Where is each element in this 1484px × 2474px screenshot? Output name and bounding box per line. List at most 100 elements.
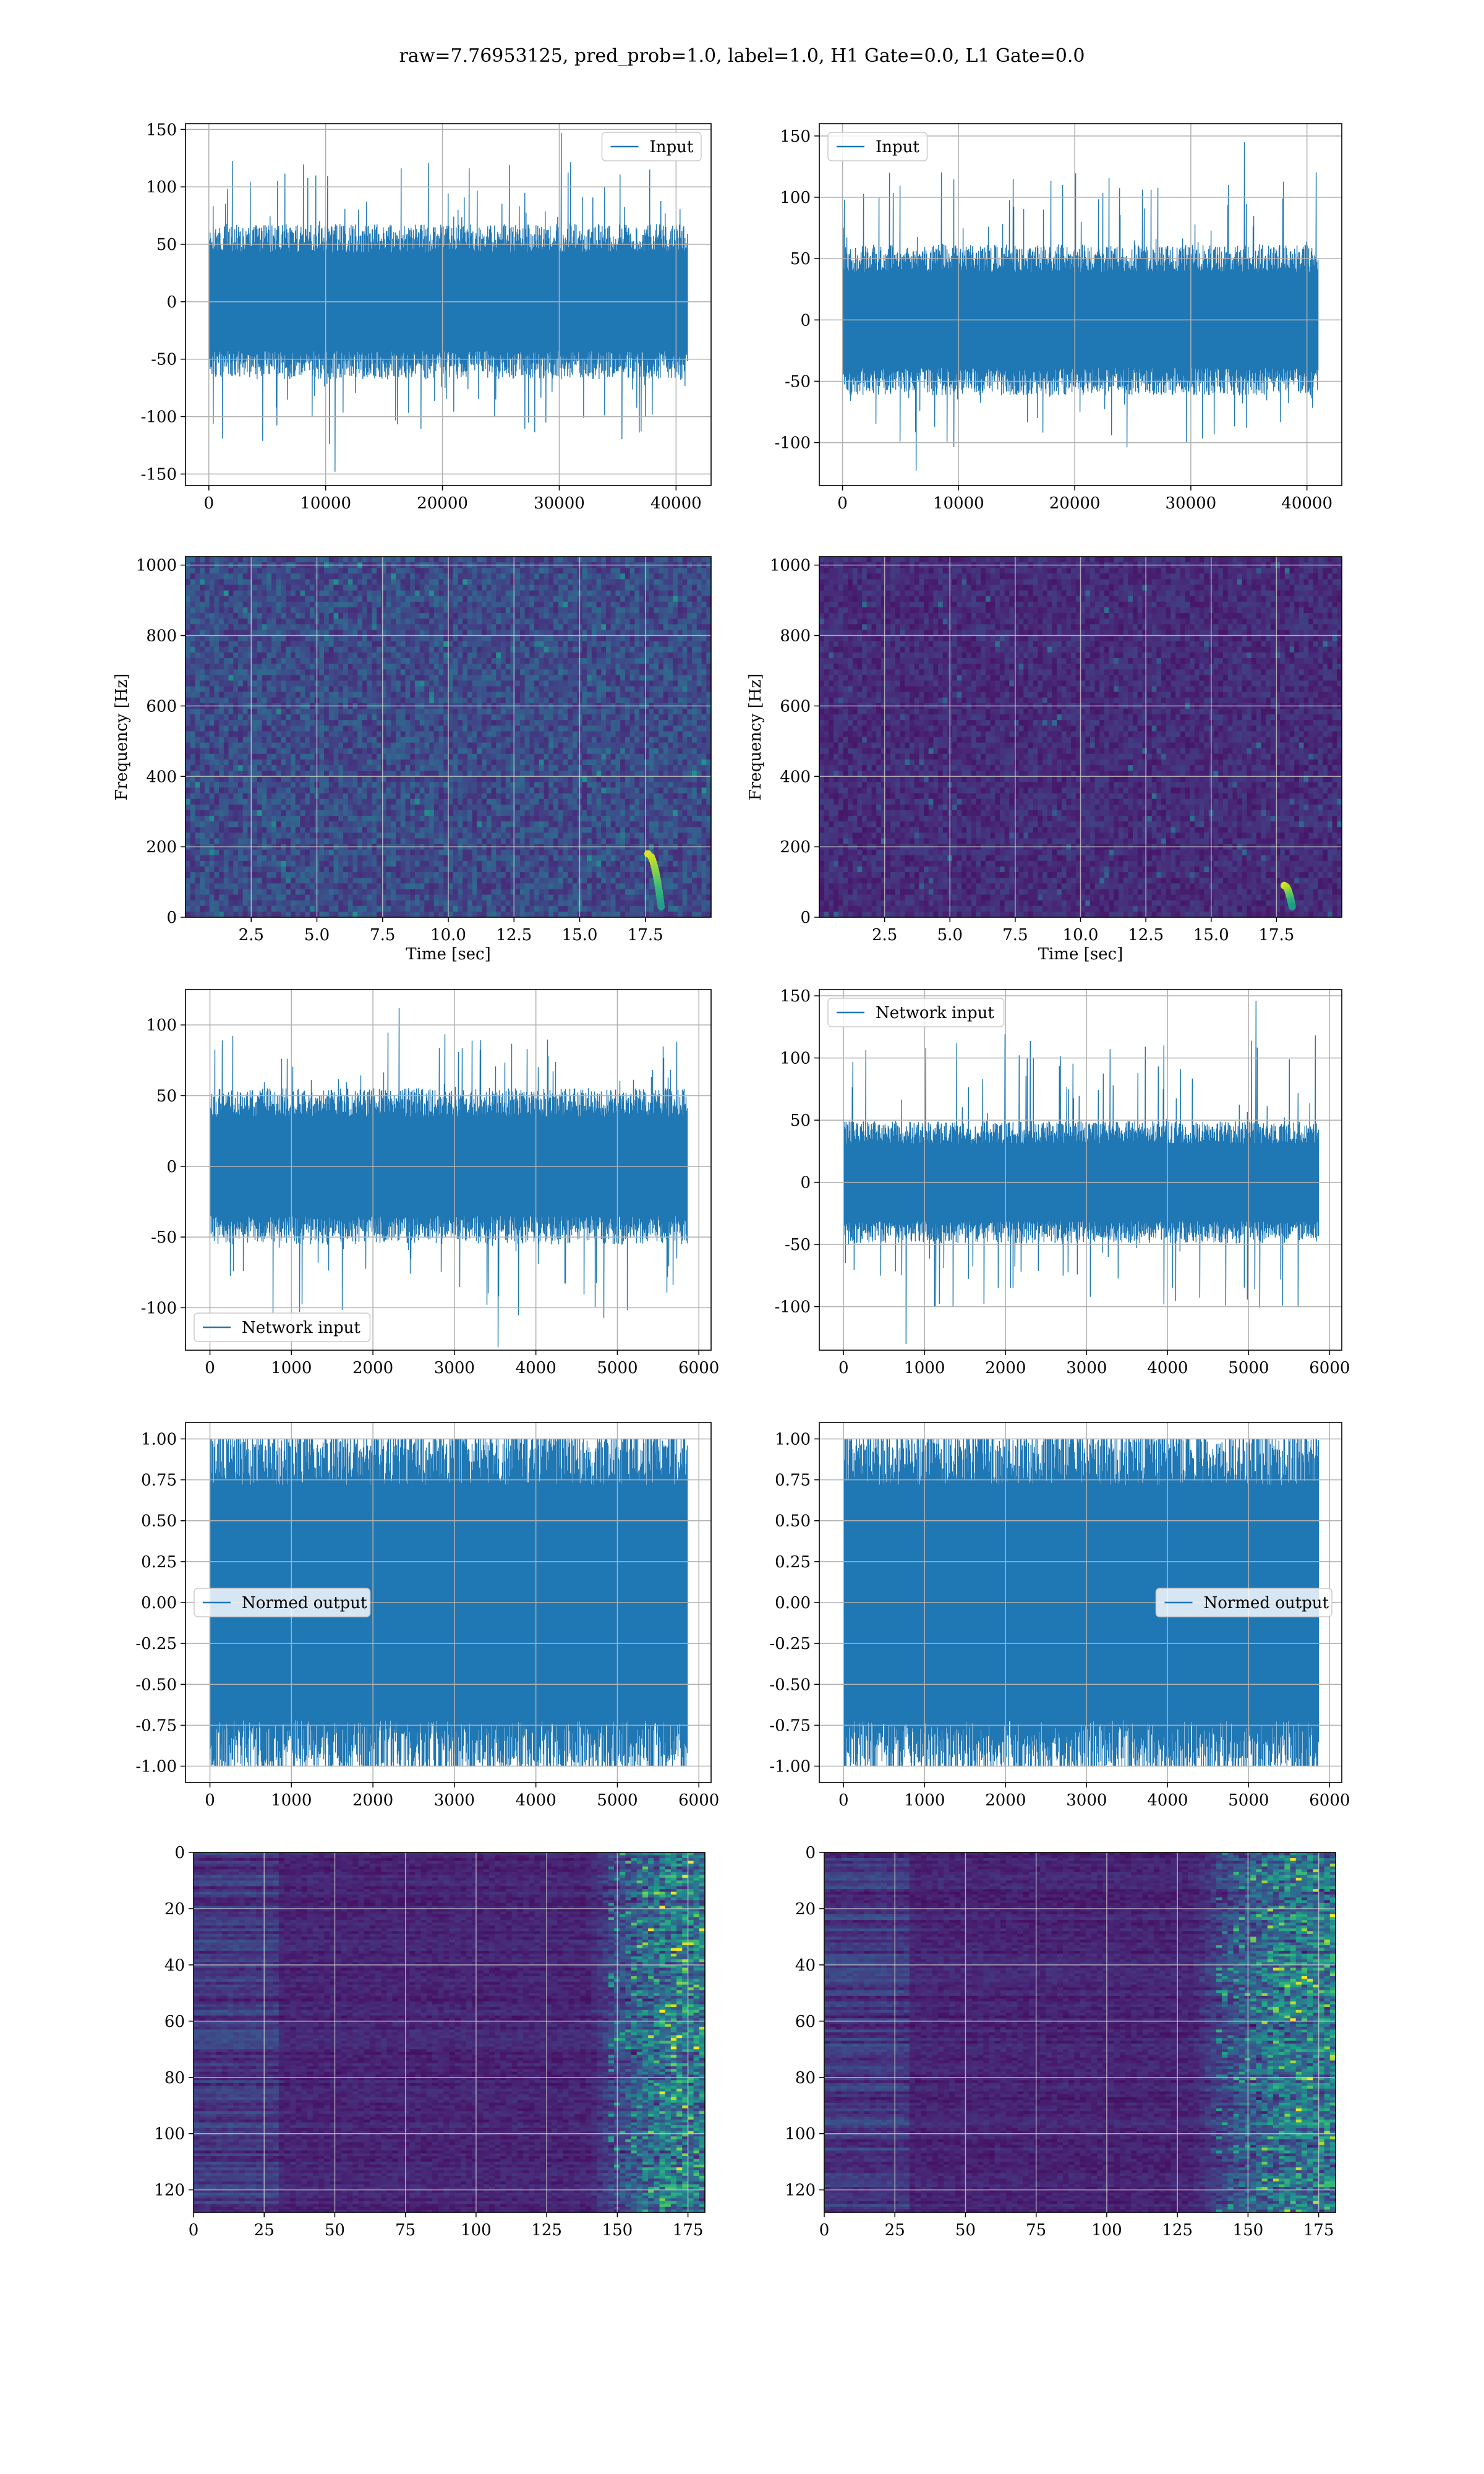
y-tick-label: 50 — [790, 250, 811, 268]
heatmap-cells — [824, 1852, 1336, 2212]
x-tick-label: 0 — [189, 2221, 199, 2240]
y-tick-label: -0.25 — [769, 1635, 811, 1653]
y-tick-label: -150 — [141, 465, 177, 484]
x-tick-label: 4000 — [516, 1791, 556, 1810]
x-tick-label: 3000 — [1066, 1791, 1107, 1810]
axes-frame — [193, 1852, 706, 2213]
y-tick-label: -100 — [775, 1298, 811, 1317]
y-tick-label: -100 — [141, 1299, 177, 1317]
x-tick-label: 6000 — [1309, 1359, 1350, 1377]
y-tick-label: 120 — [154, 2181, 185, 2200]
x-tick-label: 2000 — [985, 1791, 1026, 1810]
panels-container: 0 10000 20000 30000 40000-150-100-5005010015… — [113, 121, 1350, 2240]
x-tick-label: 0 — [838, 1791, 849, 1810]
x-tick-label: 75 — [1026, 2221, 1046, 2240]
y-tick-label: 1000 — [136, 557, 177, 575]
tick-labels: 0 10000 20000 30000 40000 -150 -100 -50 0 50 100 15… — [141, 121, 702, 513]
gridlines — [819, 990, 1342, 1350]
y-tick-label: 20 — [795, 1900, 816, 1919]
x-tick-label: 10.0 — [430, 926, 466, 944]
y-tick-label: 100 — [780, 1050, 811, 1068]
y-tick-label: 150 — [146, 121, 177, 139]
y-tick-label: 0.50 — [775, 1512, 811, 1531]
panel-row4-left: 0 1000 2000 3000 4000 5000 6000 -1.00 -0.75 -0.50… — [135, 1422, 719, 1810]
y-tick-label: 400 — [146, 768, 177, 786]
series-line — [843, 1001, 1319, 1344]
y-tick-label: 50 — [156, 236, 177, 254]
gridlines — [819, 124, 1342, 486]
x-tick-label: 6000 — [1309, 1791, 1350, 1810]
y-tick-label: -0.50 — [769, 1676, 811, 1694]
x-tick-label: 150 — [602, 2221, 633, 2240]
y-tick-label: 800 — [780, 627, 811, 646]
x-tick-label: 1000 — [904, 1359, 945, 1377]
x-axis-label: Time [sec] — [1038, 945, 1124, 964]
heatmap-cells — [194, 1852, 705, 2212]
tick-labels: 0 1000 2000 3000 4000 5000 6000 -1.00 -0.75 -0.50… — [769, 1430, 1350, 1810]
legend: Network input — [827, 998, 1005, 1027]
x-tick-label: 10000 — [300, 494, 351, 513]
legend-label: Input — [876, 138, 919, 156]
x-tick-label: 30000 — [534, 494, 585, 513]
y-tick-label: 100 — [785, 2125, 816, 2144]
panel-row4-right: 0 1000 2000 3000 4000 5000 6000 -1.00 -0.75 -0.50… — [769, 1422, 1350, 1810]
x-tick-label: 150 — [1233, 2221, 1264, 2240]
legend: Input — [601, 132, 702, 161]
y-tick-label: 150 — [780, 987, 811, 1006]
y-tick-label: 0.75 — [775, 1471, 811, 1490]
x-tick-label: 6000 — [678, 1791, 719, 1810]
legend-box — [827, 132, 928, 161]
y-tick-label: 200 — [780, 838, 811, 857]
panel-row5-left: 0 25 50 75 100 125 150 175 0 20 40 60 80 100 120 — [154, 1844, 706, 2240]
chirp-signal — [644, 850, 665, 910]
y-tick-label: 0.00 — [141, 1594, 177, 1612]
panel-row3-left: 0 1000 2000 3000 4000 5000 6000 -100 -50 0 50 100 Ne… — [141, 989, 719, 1377]
y-axis-label: Frequency [Hz] — [113, 674, 131, 801]
y-tick-label: -100 — [775, 434, 811, 453]
x-tick-label: 0 — [205, 1791, 215, 1810]
x-tick-label: 17.5 — [1258, 926, 1294, 944]
axes-frame — [819, 989, 1342, 1351]
x-tick-label: 5000 — [597, 1791, 638, 1810]
axes-frame — [185, 123, 712, 486]
tick-labels: 2.5 5.0 7.5 10.0 12.5 15.0 17.5 0 200 400 600 800 10… — [770, 557, 1294, 944]
x-tick-label: 15.0 — [1193, 926, 1229, 944]
y-tick-label: 0.25 — [141, 1553, 177, 1572]
x-tick-label: 0 — [838, 1359, 849, 1377]
x-tick-label: 2000 — [352, 1791, 393, 1810]
series-line — [843, 1439, 1319, 1766]
figure-title: raw=7.76953125, pred_prob=1.0, label=1.0… — [399, 45, 1085, 67]
gridlines — [186, 1423, 711, 1783]
x-tick-label: 1000 — [271, 1791, 312, 1810]
x-tick-label: 10000 — [933, 494, 984, 513]
y-tick-label: -1.00 — [135, 1758, 177, 1776]
y-tick-label: 400 — [780, 768, 811, 786]
x-tick-label: 0 — [205, 1359, 215, 1377]
y-tick-label: 80 — [795, 2069, 816, 2087]
y-tick-label: 800 — [146, 627, 177, 646]
y-tick-label: 100 — [146, 178, 177, 197]
x-tick-label: 4000 — [1147, 1791, 1188, 1810]
x-tick-label: 125 — [1162, 2221, 1193, 2240]
y-tick-label: 600 — [780, 697, 811, 716]
panel-row1-right: 0 10000 20000 30000 40000 -100 -50 0 50 100 150 Inp… — [775, 123, 1342, 513]
y-tick-label: 1.00 — [141, 1430, 177, 1449]
legend: Normed output — [194, 1588, 371, 1617]
gridlines — [819, 1423, 1342, 1783]
x-tick-label: 3000 — [434, 1359, 475, 1377]
legend-label: Network input — [242, 1319, 360, 1337]
x-tick-label: 5.0 — [304, 926, 330, 944]
x-tick-label: 5000 — [1228, 1359, 1269, 1377]
axes-frame — [819, 123, 1342, 486]
y-tick-label: -1.00 — [769, 1758, 811, 1776]
y-tick-label: -50 — [785, 372, 811, 391]
x-tick-label: 1000 — [904, 1791, 945, 1810]
x-tick-label: 50 — [325, 2221, 345, 2240]
y-tick-label: -0.75 — [135, 1716, 177, 1735]
x-tick-label: 100 — [1091, 2221, 1122, 2240]
gridlines — [186, 990, 711, 1350]
x-tick-label: 15.0 — [562, 926, 598, 944]
x-tick-label: 5000 — [597, 1359, 638, 1377]
legend-box — [1155, 1588, 1333, 1617]
x-tick-label: 75 — [395, 2221, 416, 2240]
